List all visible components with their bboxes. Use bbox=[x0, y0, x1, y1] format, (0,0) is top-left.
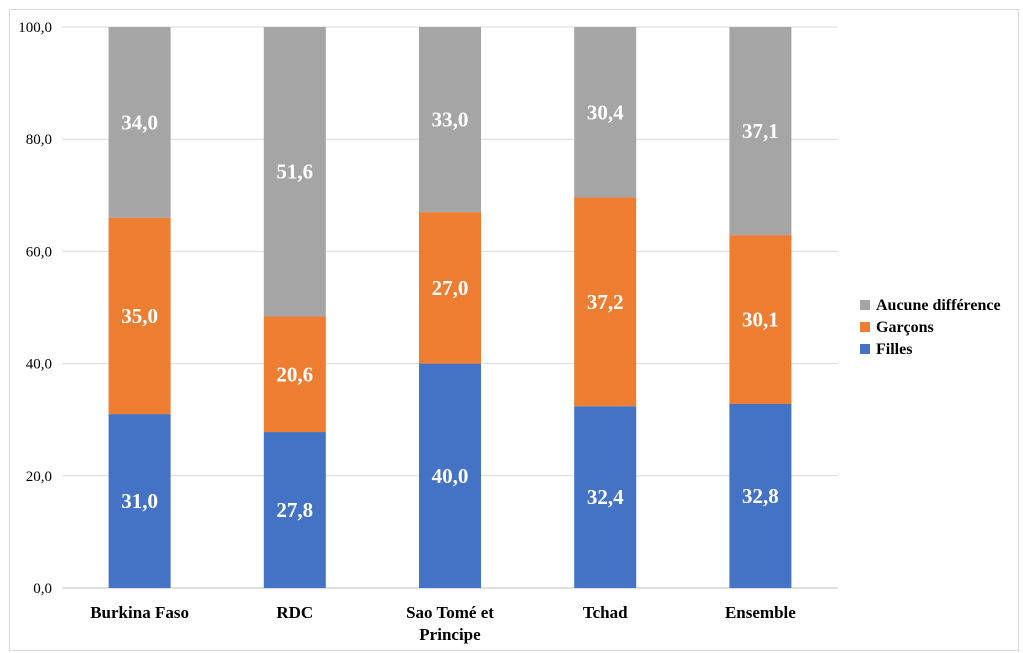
data-label: 30,1 bbox=[742, 308, 779, 332]
bar-segment bbox=[263, 27, 326, 317]
bar-segment bbox=[108, 27, 171, 218]
data-labels: 31,0 35,0 34,0 27,8 20,6 51,6 40,0 27,0 33,0 32,4… bbox=[121, 100, 779, 522]
data-label: 34,0 bbox=[121, 110, 158, 134]
data-label: 27,8 bbox=[276, 498, 313, 522]
x-category-label: Principe bbox=[419, 625, 481, 644]
y-tick-label: 80,0 bbox=[26, 132, 52, 148]
bar-segment bbox=[108, 217, 171, 415]
chart-frame bbox=[9, 9, 1019, 651]
legend: Aucune différence Garçons Filles bbox=[860, 297, 1001, 358]
data-label: 33,0 bbox=[432, 108, 469, 132]
y-tick-label: 40,0 bbox=[26, 357, 52, 373]
legend-entry: Filles bbox=[876, 341, 912, 358]
x-category-label: RDC bbox=[276, 603, 313, 622]
bar-segment bbox=[729, 403, 792, 588]
data-label: 32,8 bbox=[742, 484, 779, 508]
bars bbox=[108, 27, 792, 588]
bar-segment bbox=[263, 316, 326, 433]
bar-segment bbox=[419, 212, 481, 364]
data-label: 20,6 bbox=[276, 362, 313, 386]
bar-segment bbox=[108, 414, 171, 588]
legend-swatch bbox=[860, 344, 870, 354]
x-category-label: Tchad bbox=[583, 603, 628, 622]
bar-segment bbox=[574, 27, 637, 198]
bar-segment bbox=[263, 432, 326, 588]
bar-segment bbox=[419, 27, 481, 213]
legend-swatch bbox=[860, 322, 870, 332]
y-tick-label: 20,0 bbox=[26, 469, 52, 485]
x-category-label: Sao Tomé et bbox=[406, 603, 494, 622]
y-tick-label: 100,0 bbox=[18, 20, 52, 36]
data-label: 51,6 bbox=[276, 160, 313, 184]
bar-segment bbox=[729, 235, 792, 404]
data-label: 35,0 bbox=[121, 304, 158, 328]
y-axis-ticks: 0,0 20,0 40,0 60,0 80,0 100,0 bbox=[18, 20, 52, 597]
y-tick-label: 0,0 bbox=[33, 581, 52, 597]
x-category-label: Ensemble bbox=[725, 603, 796, 622]
data-label: 37,2 bbox=[587, 290, 624, 314]
data-label: 31,0 bbox=[121, 489, 158, 513]
bar-segment bbox=[419, 363, 481, 588]
data-label: 32,4 bbox=[587, 485, 624, 509]
data-label: 37,1 bbox=[742, 119, 779, 143]
bar-segment bbox=[574, 197, 637, 407]
x-axis-categories: Burkina Faso RDC Sao Tomé et Principe Tchad E… bbox=[90, 603, 796, 644]
legend-entry: Aucune différence bbox=[876, 297, 1001, 314]
legend-swatch bbox=[860, 300, 870, 310]
bar-segment bbox=[574, 406, 637, 588]
x-category-label: Burkina Faso bbox=[90, 603, 189, 622]
bar-segment bbox=[729, 27, 792, 236]
legend-entry: Garçons bbox=[876, 319, 934, 336]
data-label: 27,0 bbox=[432, 276, 469, 300]
data-label: 40,0 bbox=[432, 464, 469, 488]
data-label: 30,4 bbox=[587, 100, 624, 124]
y-tick-label: 60,0 bbox=[26, 244, 52, 260]
